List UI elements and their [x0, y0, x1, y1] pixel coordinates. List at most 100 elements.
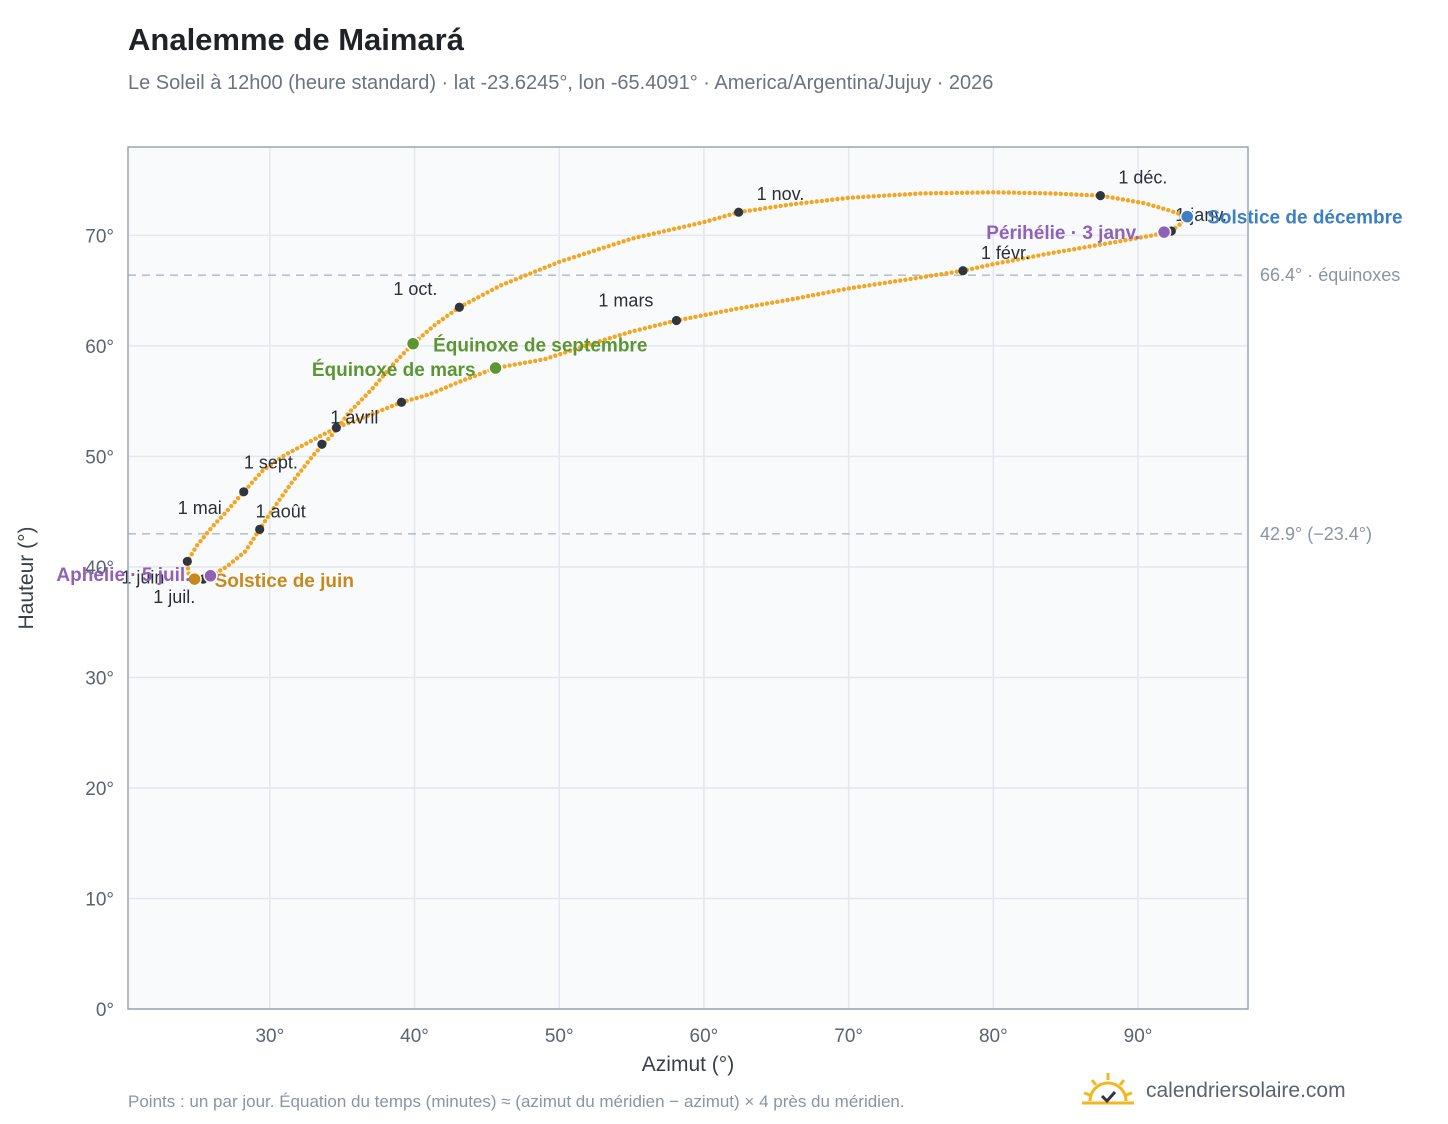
daily-sun-point: [229, 503, 234, 509]
daily-sun-point: [974, 265, 980, 270]
daily-sun-point: [769, 300, 775, 305]
daily-sun-point: [722, 214, 727, 219]
month-label: 1 oct.: [393, 279, 437, 299]
daily-sun-point: [1118, 238, 1123, 244]
daily-sun-point: [277, 497, 282, 502]
daily-sun-point: [390, 362, 396, 367]
daily-sun-point: [607, 336, 612, 341]
daily-sun-point: [671, 226, 677, 232]
daily-sun-point: [360, 415, 366, 420]
daily-sun-point: [322, 431, 327, 437]
daily-sun-point: [666, 227, 672, 233]
daily-sun-point: [260, 468, 265, 474]
daily-sun-point: [305, 460, 310, 465]
daily-sun-point: [810, 293, 816, 298]
daily-sun-point: [384, 405, 390, 411]
daily-sun-point: [517, 361, 523, 366]
daily-sun-point: [783, 203, 788, 208]
daily-sun-point: [271, 506, 276, 511]
event-label: Aphélie · 5 juil.: [56, 565, 190, 586]
daily-sun-point: [831, 289, 836, 294]
x-tick-label: 80°: [979, 1026, 1008, 1047]
daily-sun-point: [850, 195, 856, 200]
daily-sun-point: [262, 519, 268, 524]
daily-sun-point: [246, 484, 251, 489]
month-marker: [255, 524, 265, 534]
daily-sun-point: [687, 223, 692, 228]
daily-sun-point: [908, 276, 913, 282]
daily-sun-point: [1043, 191, 1048, 196]
daily-sun-point: [477, 371, 482, 377]
daily-sun-point: [775, 299, 780, 305]
daily-sun-point: [1115, 196, 1120, 201]
daily-sun-point: [1001, 190, 1006, 195]
daily-sun-point: [1061, 248, 1067, 254]
daily-sun-point: [1020, 256, 1026, 261]
daily-sun-point: [222, 565, 227, 571]
daily-sun-point: [373, 382, 379, 387]
daily-sun-point: [652, 323, 658, 329]
daily-sun-point: [528, 271, 533, 276]
daily-sun-point: [1046, 251, 1051, 256]
daily-sun-point: [1143, 234, 1149, 239]
daily-sun-point: [631, 236, 636, 241]
brand[interactable]: calendriersolaire.com: [1082, 1068, 1346, 1114]
daily-sun-point: [542, 265, 547, 270]
y-tick-label: 10°: [85, 889, 114, 910]
daily-sun-point: [591, 248, 597, 254]
daily-sun-point: [1113, 239, 1118, 245]
daily-sun-point: [717, 215, 722, 220]
daily-sun-point: [313, 436, 318, 441]
daily-sun-point: [304, 441, 309, 446]
daily-sun-point: [232, 499, 237, 505]
daily-sun-point: [913, 191, 918, 196]
daily-sun-point: [283, 489, 288, 494]
month-marker: [734, 207, 744, 217]
event-marker: [1156, 224, 1172, 240]
daily-sun-point: [472, 373, 478, 379]
daily-sun-point: [757, 206, 763, 212]
daily-sun-point: [800, 294, 806, 300]
daily-sun-point: [692, 222, 697, 227]
daily-sun-point: [581, 251, 587, 257]
event-marker: [187, 571, 202, 587]
daily-sun-point: [428, 326, 433, 331]
daily-sun-point: [651, 231, 657, 236]
daily-sun-point: [918, 191, 923, 196]
daily-sun-point: [747, 208, 752, 213]
daily-sun-point: [887, 279, 893, 285]
daily-sun-point: [855, 195, 861, 200]
daily-sun-point: [1151, 203, 1156, 208]
daily-sun-point: [768, 205, 773, 210]
daily-sun-point: [913, 275, 918, 281]
daily-sun-point: [280, 493, 285, 498]
daily-sun-point: [485, 290, 490, 295]
daily-sun-point: [713, 310, 719, 315]
daily-sun-point: [189, 551, 194, 557]
daily-sun-point: [1010, 258, 1016, 263]
daily-sun-point: [990, 262, 995, 267]
daily-sun-point: [326, 436, 331, 442]
daily-sun-point: [312, 452, 317, 457]
x-tick-label: 50°: [545, 1026, 574, 1047]
chart-subtitle: Le Soleil à 12h00 (heure standard) · lat…: [128, 72, 994, 94]
daily-sun-point: [944, 190, 949, 196]
daily-sun-point: [723, 308, 729, 313]
y-tick-label: 20°: [85, 779, 114, 800]
y-tick-label: 30°: [85, 668, 114, 689]
daily-sun-point: [512, 362, 517, 367]
daily-sun-point: [308, 456, 314, 461]
daily-sun-point: [744, 304, 749, 310]
event-marker: [488, 360, 503, 376]
daily-sun-point: [292, 476, 298, 481]
daily-sun-point: [712, 216, 717, 222]
daily-sun-point: [380, 407, 385, 413]
daily-sun-point: [928, 273, 934, 278]
daily-sun-point: [1011, 190, 1017, 195]
daily-sun-point: [352, 404, 357, 410]
daily-sun-point: [1072, 246, 1077, 252]
daily-sun-point: [627, 329, 632, 335]
daily-sun-point: [985, 190, 991, 195]
event-label: Solstice de juin: [215, 571, 354, 592]
daily-sun-point: [513, 277, 518, 282]
